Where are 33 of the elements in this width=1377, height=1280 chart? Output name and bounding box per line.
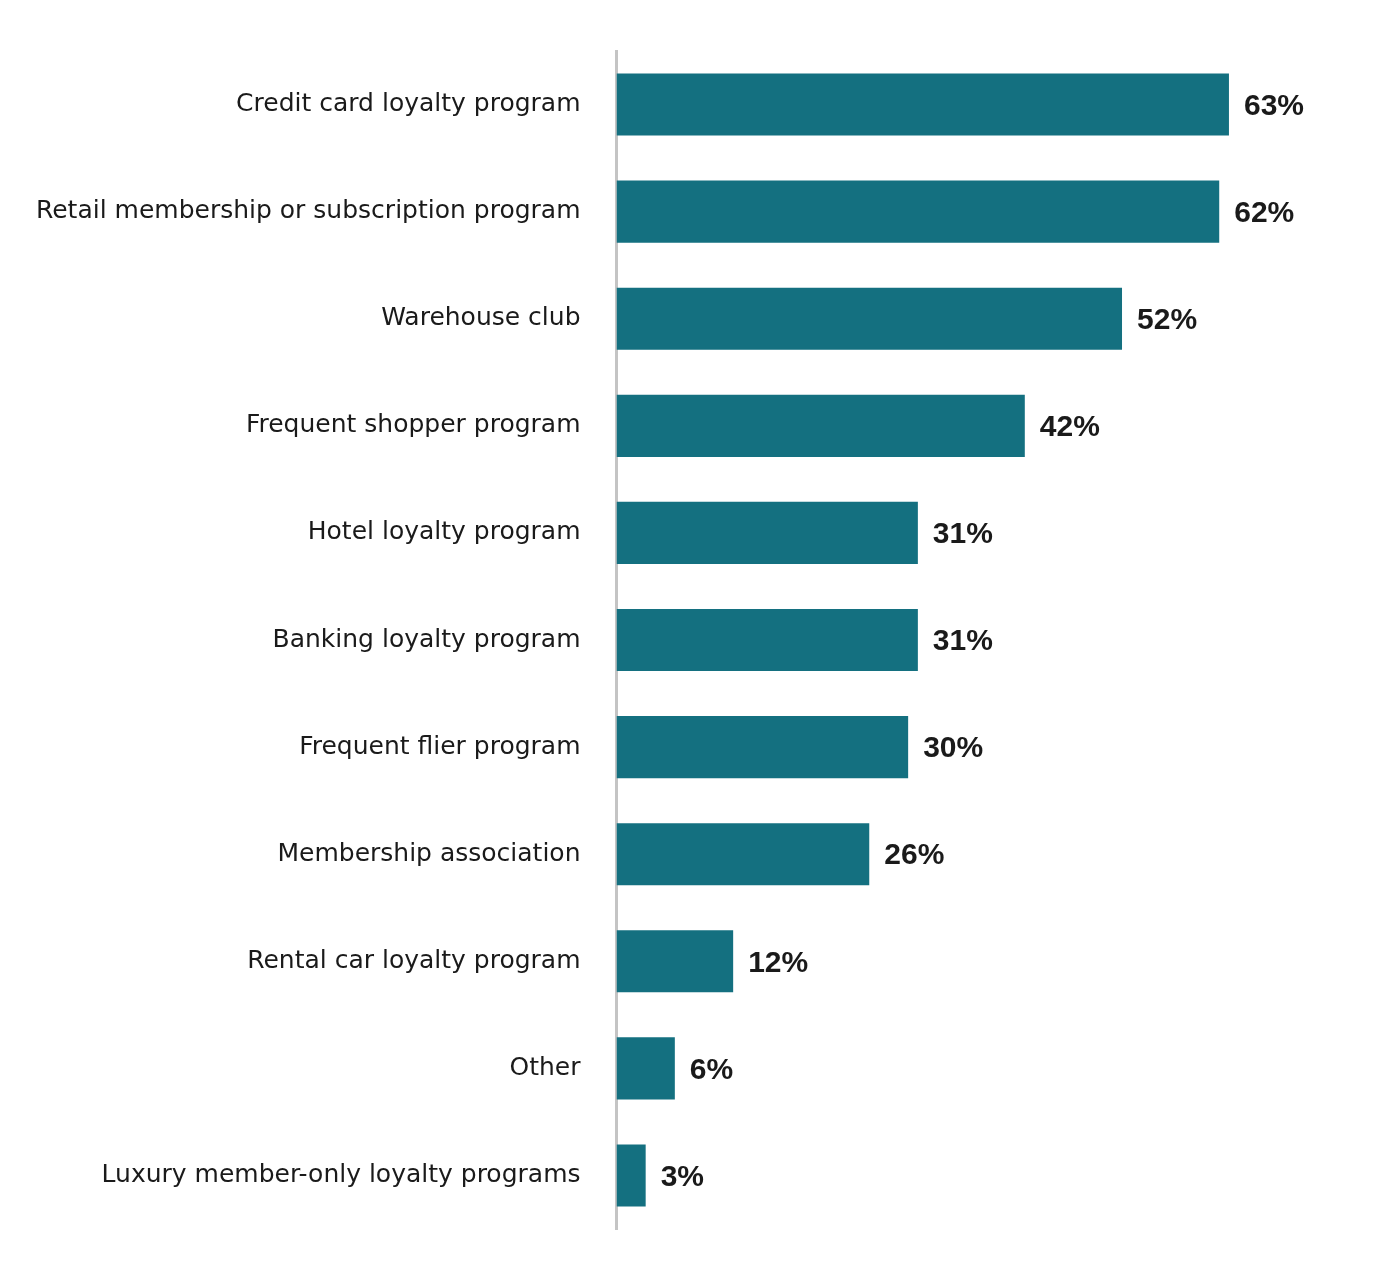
data-label: 62%	[1234, 194, 1295, 228]
y-tick-label: Retail membership or subscription program	[35, 195, 581, 225]
data-label: 3%	[660, 1158, 705, 1192]
y-tick-label: Other	[509, 1051, 582, 1081]
data-label: 31%	[932, 623, 993, 657]
bar	[616, 716, 909, 779]
data-label: 31%	[932, 516, 993, 550]
y-tick-label: Credit card loyalty program	[236, 88, 581, 118]
y-tick-label: Rental car loyalty program	[247, 944, 581, 974]
data-label: 52%	[1137, 301, 1198, 335]
bar	[616, 1144, 646, 1207]
y-tick-label: Warehouse club	[381, 302, 581, 332]
y-tick-label: Hotel loyalty program	[307, 516, 581, 546]
y-tick-label: Membership association	[277, 837, 581, 867]
y-tick-label: Banking loyalty program	[272, 623, 581, 653]
bar	[616, 930, 734, 993]
bar	[616, 1037, 675, 1100]
y-tick-label: Frequent flier program	[299, 730, 581, 760]
data-label: 26%	[884, 837, 945, 871]
bar	[616, 287, 1123, 350]
bar	[616, 823, 870, 886]
data-label: 63%	[1243, 87, 1304, 121]
data-label: 42%	[1039, 409, 1100, 443]
data-label: 30%	[923, 730, 984, 764]
y-tick-label: Luxury member-only loyalty programs	[101, 1158, 581, 1188]
bar	[616, 394, 1025, 457]
y-tick-label: Frequent shopper program	[245, 409, 581, 439]
bar	[616, 73, 1229, 136]
data-label: 6%	[689, 1051, 734, 1085]
bar	[616, 501, 918, 564]
bar	[616, 608, 918, 672]
data-label: 12%	[748, 944, 809, 978]
bar	[616, 180, 1220, 243]
